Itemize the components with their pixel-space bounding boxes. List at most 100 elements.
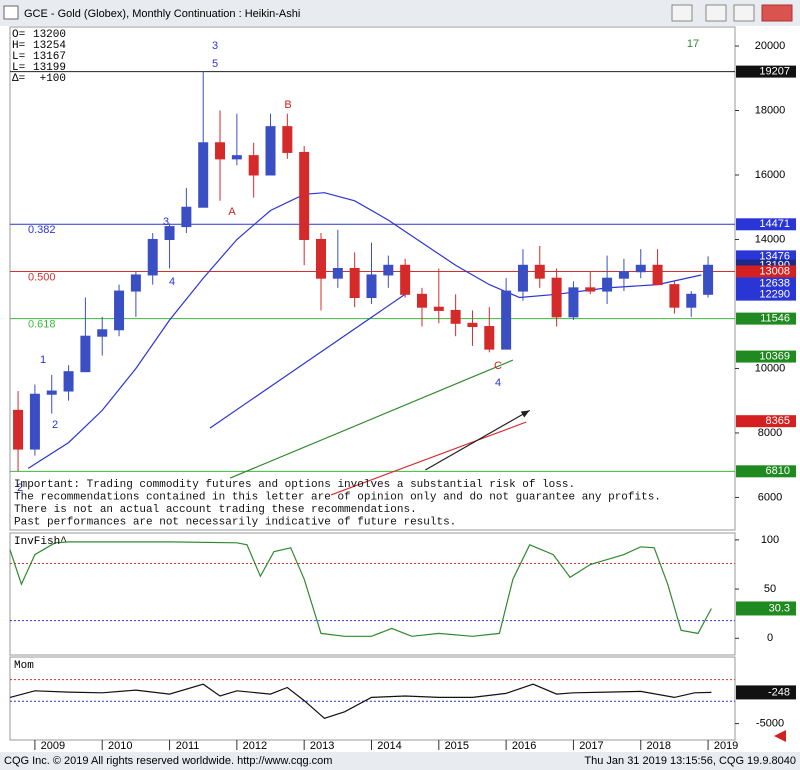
- indicator-line: [229, 359, 514, 479]
- panel-1: 0 50 100 30.3 InvFish^: [9, 534, 796, 644]
- price-tag: [736, 65, 796, 78]
- indicator-line: [209, 293, 406, 429]
- candle-body: [231, 155, 242, 160]
- panel-label: InvFish^: [14, 536, 67, 548]
- wave-label: 4: [495, 377, 501, 389]
- wave-label: B: [284, 99, 291, 111]
- x-tick-label: 2013: [310, 740, 334, 752]
- indicator-line: [425, 409, 530, 471]
- candle-body: [13, 409, 24, 450]
- candle-body: [130, 274, 141, 292]
- close-button[interactable]: [761, 4, 793, 22]
- y-tick-label: 6000: [758, 491, 782, 503]
- status-left: CQG Inc. © 2019 All rights reserved worl…: [4, 755, 332, 767]
- candle-body: [265, 126, 276, 176]
- candle-body: [316, 238, 327, 279]
- x-tick-label: 2018: [647, 740, 671, 752]
- wave-label: 2: [17, 482, 23, 494]
- price-tag-label: 13476: [759, 250, 790, 262]
- price-tag: [736, 350, 796, 363]
- window-title: GCE - Gold (Globex), Monthly Continuatio…: [24, 8, 300, 20]
- candle-body: [198, 142, 209, 208]
- candle-body: [484, 326, 495, 350]
- level-label: 0.382: [28, 224, 56, 236]
- wave-label: 4: [169, 276, 175, 288]
- level-label: 0.618: [28, 319, 56, 331]
- candle-body: [400, 264, 411, 295]
- current-tag: [736, 601, 796, 616]
- candle-body: [383, 264, 394, 276]
- candle-body: [29, 393, 40, 450]
- current-tag: [736, 685, 796, 700]
- maximize-button[interactable]: [733, 4, 755, 22]
- price-tag: [736, 415, 796, 428]
- price-tag-label: 14471: [759, 218, 790, 230]
- candle-body: [349, 268, 360, 299]
- indicator-line: [9, 683, 712, 719]
- x-tick-label: 2014: [377, 740, 401, 752]
- title-bar: [0, 0, 800, 26]
- candle-body: [501, 290, 512, 350]
- legend-value: 13254: [33, 40, 66, 52]
- panel-0: 6000 8000 10000 14000 16000 18000 20000 0.382 0.…: [10, 29, 796, 503]
- x-tick-label: 2009: [41, 740, 65, 752]
- disclaimer-line: There is not an actual account trading t…: [14, 504, 417, 516]
- wave-label: 17: [687, 38, 699, 50]
- current-tag-label: 30.3: [769, 602, 790, 614]
- candle-body: [46, 390, 57, 395]
- candle-body: [517, 264, 528, 292]
- candle-body: [248, 155, 259, 176]
- wave-label: C: [494, 360, 502, 372]
- candle-body: [534, 264, 545, 279]
- candle-body: [63, 371, 74, 392]
- candle-body: [181, 206, 192, 228]
- price-tag-label: 12638: [759, 277, 790, 289]
- candle-body: [551, 277, 562, 318]
- price-tag: [736, 312, 796, 325]
- candle-body: [80, 335, 91, 373]
- candle-body: [299, 151, 310, 240]
- candle-body: [97, 329, 108, 337]
- wave-label: 5: [212, 58, 218, 70]
- legend-key: Δ=: [12, 73, 25, 85]
- candle-body: [114, 290, 125, 331]
- mom-panel: [9, 656, 736, 741]
- wave-label: 2: [52, 419, 58, 431]
- legend-value: 13200: [33, 29, 66, 41]
- x-tick-label: 2012: [243, 740, 267, 752]
- candle-body: [433, 306, 444, 311]
- y-tick-label: 18000: [755, 104, 786, 116]
- scroll-arrow[interactable]: [774, 730, 786, 742]
- candle-body: [669, 284, 680, 308]
- legend-key: L=: [12, 51, 25, 63]
- wave-label: A: [228, 206, 236, 218]
- status-right: Thu Jan 31 2019 13:15:56, CQG 19.9.8040: [584, 755, 796, 767]
- price-tag-label: 19207: [759, 65, 790, 77]
- minimize-button[interactable]: [705, 4, 727, 22]
- legend-key: L=: [12, 62, 25, 74]
- y-tick-label: 16000: [755, 169, 786, 181]
- price-tag: [736, 250, 796, 263]
- panel-2: -5000 -248 Mom 2009 2010 2011 2012 2013 2014 2015…: [9, 660, 796, 752]
- y-tick-label: -5000: [756, 718, 784, 730]
- price-tag: [736, 265, 796, 278]
- candle-body: [366, 274, 377, 299]
- level-label: 0.500: [28, 271, 56, 283]
- legend-key: O=: [12, 29, 25, 41]
- y-tick-label: 20000: [755, 40, 786, 52]
- x-tick-label: 2011: [176, 740, 200, 752]
- indicator-line: [9, 541, 712, 637]
- price-tag-label: 13008: [759, 265, 790, 277]
- candle-body: [585, 287, 596, 292]
- price-tag: [736, 465, 796, 478]
- arrow-head: [520, 410, 530, 418]
- legend-value: 13167: [33, 51, 66, 63]
- invfish-panel: [9, 532, 736, 656]
- candle-body: [282, 126, 293, 153]
- candle-body: [416, 293, 427, 308]
- y-tick-label: 14000: [755, 233, 786, 245]
- link-button[interactable]: [671, 4, 693, 22]
- candle-body: [568, 287, 579, 318]
